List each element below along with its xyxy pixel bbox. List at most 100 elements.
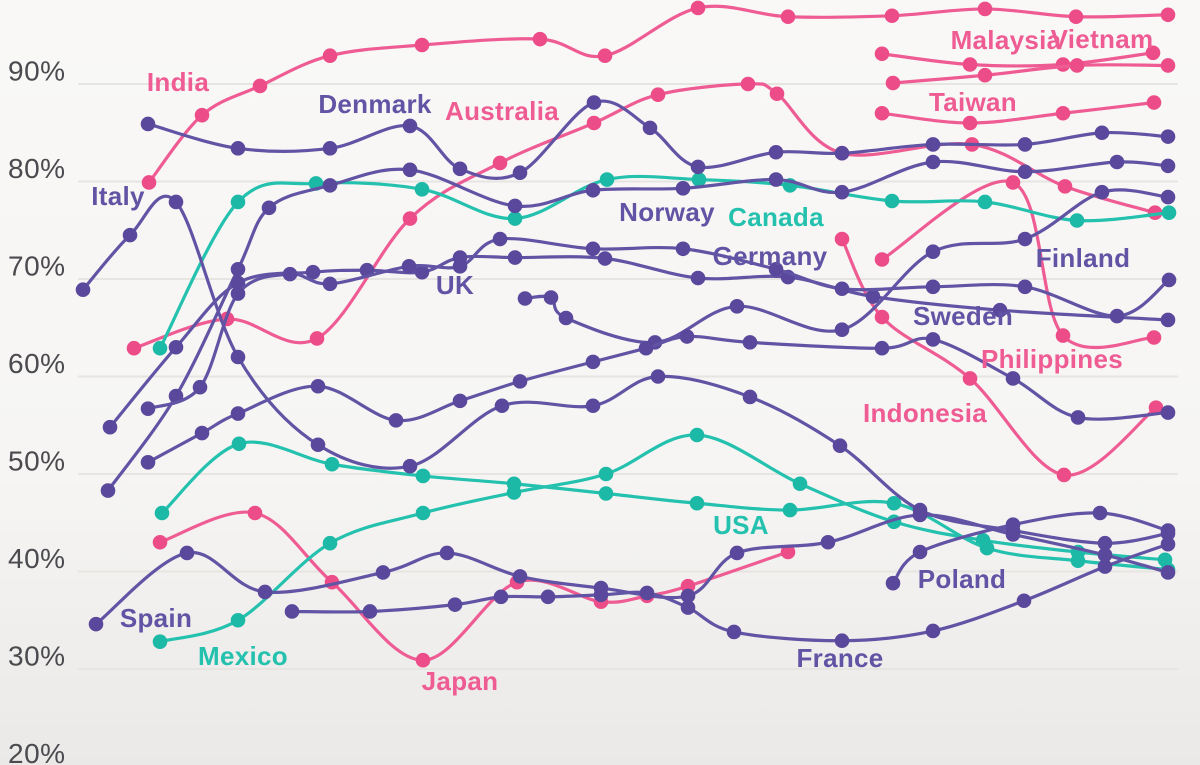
series-point-usa — [324, 456, 340, 472]
series-point-canada — [230, 194, 246, 210]
series-point-poland — [1092, 505, 1108, 521]
series-label-mexico: Mexico — [198, 641, 288, 671]
series-point-norway — [402, 162, 418, 178]
series-point-australia — [309, 331, 325, 346]
series-point-france — [284, 604, 300, 619]
series-point-denmark — [834, 145, 850, 161]
series-point-germany — [401, 259, 417, 274]
series-point-malaysia — [1145, 45, 1161, 61]
series-point-germany — [1109, 308, 1125, 324]
series-point-denmark — [1017, 137, 1033, 152]
y-axis-tick-20: 20% — [8, 738, 66, 765]
series-point-france — [1016, 593, 1032, 609]
series-point-mexico — [689, 427, 705, 443]
series-line-sweden — [146, 334, 1170, 464]
series-point-france — [834, 633, 850, 649]
series-line-germany — [146, 236, 1171, 411]
series-point-australia — [769, 86, 785, 102]
series-point-australia — [586, 115, 602, 131]
series-point-germany — [452, 259, 468, 274]
series-point-finland — [729, 299, 745, 314]
series-point-canada — [152, 340, 168, 356]
series-point-australia — [1057, 179, 1073, 194]
series-point-norway — [100, 483, 116, 498]
series-point-france — [726, 624, 742, 640]
series-point-usa — [886, 495, 902, 511]
series-point-sweden — [1070, 410, 1086, 425]
series-point-uk — [865, 289, 881, 304]
series-point-denmark — [322, 141, 338, 156]
series-label-philippines: Philippines — [981, 344, 1123, 374]
series-point-sweden — [742, 335, 758, 350]
series-point-italy — [650, 369, 666, 384]
series-line-vietnam — [891, 63, 1170, 85]
series-line-italy — [81, 194, 1170, 545]
series-point-usa — [506, 476, 522, 492]
series-point-denmark — [140, 116, 156, 132]
series-point-italy — [122, 227, 138, 243]
series-label-india: India — [147, 67, 209, 97]
series-line-malaysia — [880, 51, 1155, 68]
series-point-philippines — [1146, 330, 1162, 345]
y-axis-tick-90: 90% — [8, 55, 66, 86]
series-point-france — [540, 589, 556, 605]
series-point-india — [690, 0, 706, 16]
series-point-mexico — [152, 634, 168, 649]
series-point-sweden — [925, 332, 941, 347]
series-point-sweden — [1160, 405, 1176, 420]
series-point-usa — [415, 468, 431, 484]
series-point-finland — [834, 322, 850, 338]
series-label-australia: Australia — [445, 96, 559, 126]
series-point-spain — [820, 534, 836, 550]
series-point-norway — [507, 198, 523, 214]
series-point-denmark — [230, 141, 246, 156]
series-label-indonesia: Indonesia — [863, 398, 987, 428]
series-point-germany — [282, 266, 298, 282]
series-point-france — [1160, 536, 1176, 552]
series-point-germany — [1017, 279, 1033, 295]
series-point-italy — [75, 282, 91, 298]
series-point-spain — [88, 616, 104, 632]
series-line-japan — [158, 510, 790, 662]
series-label-usa: USA — [713, 510, 769, 540]
series-point-norway — [675, 181, 691, 196]
series-point-sweden — [140, 455, 156, 470]
series-point-denmark — [512, 165, 528, 181]
series-point-india — [252, 78, 268, 94]
series-point-denmark — [1160, 129, 1176, 144]
series-point-italy — [494, 398, 510, 414]
series-point-italy — [832, 438, 848, 454]
series-point-denmark — [586, 95, 602, 110]
series-point-vietnam — [1069, 58, 1085, 73]
series-point-norway — [230, 261, 246, 277]
series-point-norway — [834, 184, 850, 200]
series-label-taiwan: Taiwan — [929, 87, 1017, 117]
series-point-finland — [1094, 184, 1110, 200]
series-point-uk — [992, 302, 1008, 318]
series-point-france — [639, 585, 655, 601]
series-point-india — [1068, 9, 1084, 25]
series-point-denmark — [768, 144, 784, 160]
series-point-australia — [402, 211, 418, 226]
series-label-canada: Canada — [728, 202, 824, 232]
series-point-sweden — [310, 378, 326, 394]
series-point-india — [597, 48, 613, 64]
series-point-india — [322, 48, 338, 64]
series-point-germany — [492, 231, 508, 247]
series-point-canada — [1069, 213, 1085, 228]
series-line-finland — [523, 188, 1170, 344]
series-point-sweden — [874, 340, 890, 356]
series-point-taiwan — [1055, 105, 1071, 121]
series-point-italy — [230, 349, 246, 365]
series-point-germany — [140, 401, 156, 416]
series-point-sweden — [230, 406, 246, 421]
series-point-france — [362, 604, 378, 619]
series-point-philippines — [874, 252, 890, 267]
series-point-mexico — [792, 476, 808, 492]
series-point-usa — [689, 495, 705, 511]
series-label-japan: Japan — [422, 666, 499, 696]
series-label-germany: Germany — [713, 241, 828, 271]
series-label-france: France — [796, 643, 883, 673]
